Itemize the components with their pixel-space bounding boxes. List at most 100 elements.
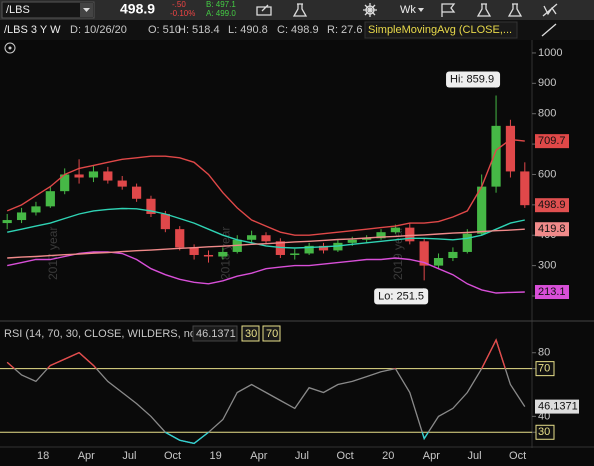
study-name[interactable]: SimpleMovingAvg (CLOSE,... — [368, 24, 512, 36]
drawing-button[interactable] — [507, 3, 528, 17]
settings-button[interactable] — [360, 3, 380, 17]
y-tick-label: 1000 — [538, 47, 562, 59]
y-tick-label: 800 — [538, 108, 556, 120]
ask: A: 499.0 — [206, 9, 236, 18]
candle-body — [419, 241, 429, 266]
overlay-line — [7, 251, 525, 294]
candle-body — [247, 235, 257, 240]
rsi-overbought — [6, 338, 506, 369]
y-tick-label: 600 — [538, 168, 556, 180]
candle-body — [131, 186, 142, 199]
candle-body — [45, 191, 55, 207]
candle-body — [347, 239, 357, 243]
x-tick-label: Apr — [423, 450, 440, 462]
candle-body — [318, 245, 329, 251]
symbol-input[interactable] — [1, 1, 95, 19]
y-tick-label: 80 — [538, 347, 550, 359]
candle-body — [376, 232, 386, 239]
last-price-label-bg — [535, 198, 569, 213]
series-last-label-bg — [535, 134, 569, 149]
candle-body — [16, 212, 27, 221]
candle-body — [477, 186, 487, 234]
annotation-box — [374, 288, 429, 305]
candle-body — [175, 229, 185, 248]
dropdown-arrow — [83, 8, 90, 12]
last-price: 498.9 — [120, 1, 155, 17]
x-tick-label: Oct — [337, 450, 354, 462]
candle-body — [304, 245, 314, 254]
rsi-value: 46.1371 — [196, 328, 236, 340]
candle-body — [2, 220, 12, 224]
x-tick-label: Jul — [467, 450, 481, 462]
candle-body — [60, 174, 70, 192]
level-chip — [262, 325, 281, 342]
candle-body — [189, 247, 199, 255]
fit-button[interactable] — [540, 22, 560, 38]
x-tick-label: Oct — [164, 450, 181, 462]
chart-title: /LBS 3 Y W — [4, 24, 61, 36]
rsi-last-bg — [535, 399, 579, 414]
bar-date: D: 10/26/20 — [70, 24, 127, 36]
candle-body — [405, 227, 415, 242]
candle-body — [218, 251, 228, 257]
x-tick-label: 20 — [382, 450, 394, 462]
candle-body — [433, 258, 444, 266]
y-tick-label: 30 — [538, 426, 550, 438]
candle-body — [117, 180, 127, 187]
rsi-value-chip — [192, 325, 238, 342]
x-tick-label: Apr — [78, 450, 95, 462]
candle-body — [160, 213, 170, 230]
candle-body — [362, 238, 372, 240]
x-tick-label: Oct — [509, 450, 526, 462]
level-tag-bg — [535, 361, 555, 377]
candle-body — [505, 125, 516, 172]
candle-body — [275, 241, 285, 255]
annotation: Lo: 251.5 — [378, 290, 424, 302]
candle-body — [520, 171, 530, 206]
candle-body — [390, 227, 401, 233]
series-last-label-bg — [535, 222, 569, 237]
candle-body — [146, 198, 156, 214]
level-tag-bg — [535, 424, 555, 440]
overlay-line — [6, 138, 525, 236]
overlay-line — [7, 228, 525, 259]
candle-body — [31, 206, 41, 213]
studies-button[interactable] — [474, 3, 494, 17]
x-tick-label: Apr — [250, 450, 267, 462]
percent-change: -0.10% — [170, 9, 195, 18]
annotation: Hi: 859.9 — [450, 73, 494, 85]
series-last-label: 213.1 — [538, 286, 566, 298]
year-watermark: 2017 year — [46, 227, 60, 280]
candle-body — [333, 242, 343, 251]
rsi-title: RSI (14, 70, 30, CLOSE, WILDERS, no) — [4, 328, 200, 340]
bar-high: H: 518.4 — [178, 24, 220, 36]
rsi-last-label: 46.1371 — [538, 401, 578, 413]
candle-body — [290, 253, 300, 255]
x-tick-label: Jul — [295, 450, 309, 462]
series-last-label: 419.8 — [538, 223, 566, 235]
series-last-label-bg — [535, 285, 569, 300]
candle-body — [448, 251, 458, 259]
flag-button[interactable] — [438, 3, 458, 17]
crosshair-icon[interactable] — [4, 42, 16, 54]
bar-low: L: 490.8 — [228, 24, 268, 36]
net-change: -.50 — [172, 0, 186, 9]
bar-range: R: 27.6 — [327, 24, 362, 36]
candle-body — [203, 254, 214, 257]
series-last-label: 709.7 — [538, 135, 566, 147]
period-selector[interactable]: Wk — [400, 4, 416, 16]
style-button[interactable] — [540, 2, 560, 18]
flask-button[interactable] — [290, 3, 310, 17]
study-chip[interactable] — [364, 21, 518, 39]
candle-body — [103, 171, 113, 181]
symbol[interactable]: /LBS — [6, 4, 30, 16]
rsi-level-low: 30 — [245, 328, 257, 340]
year-watermark: 2019 year — [391, 227, 405, 280]
last-price-label: 498.9 — [538, 199, 566, 211]
share-button[interactable] — [254, 3, 274, 17]
candle-body — [261, 235, 271, 242]
bar-open: O: 510 — [148, 24, 181, 36]
candle-body — [491, 125, 501, 187]
